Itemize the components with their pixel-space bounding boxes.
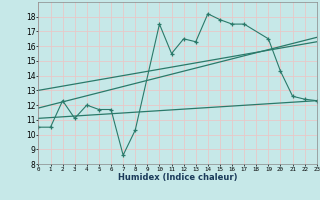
X-axis label: Humidex (Indice chaleur): Humidex (Indice chaleur) (118, 173, 237, 182)
